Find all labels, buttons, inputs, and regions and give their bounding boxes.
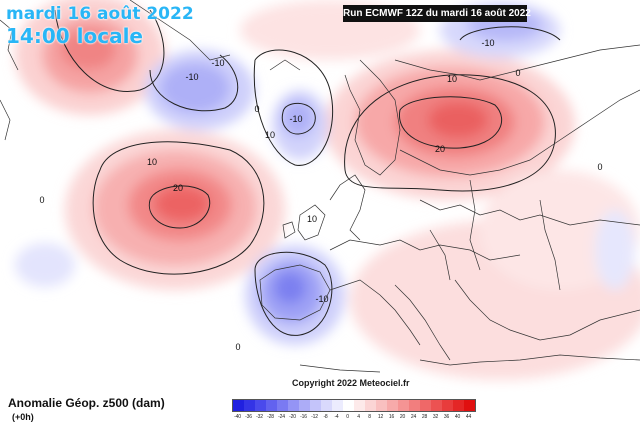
legend-swatch bbox=[409, 400, 420, 411]
legend-value-label: -4 bbox=[334, 414, 339, 420]
contour-label: -10 bbox=[185, 72, 198, 82]
legend-value-label: 28 bbox=[421, 414, 428, 420]
contour-label: -10 bbox=[481, 38, 494, 48]
legend-value-label: 16 bbox=[388, 414, 395, 420]
contour-label: 20 bbox=[435, 144, 445, 154]
anomaly-map: -10 -10 -10 -10 -10 10 10 10 10 20 20 0 … bbox=[0, 0, 640, 380]
legend-swatch bbox=[431, 400, 442, 411]
legend-swatch bbox=[398, 400, 409, 411]
legend-value-label: 24 bbox=[410, 414, 417, 420]
legend-value-label: 8 bbox=[368, 414, 371, 420]
legend-value-label: -12 bbox=[311, 414, 318, 420]
legend-value-label: 4 bbox=[357, 414, 360, 420]
legend-swatch bbox=[310, 400, 321, 411]
legend-value-label: -24 bbox=[278, 414, 285, 420]
legend-swatch bbox=[464, 400, 475, 411]
legend-swatch bbox=[365, 400, 376, 411]
legend-swatch bbox=[343, 400, 354, 411]
legend-value-label: -32 bbox=[256, 414, 263, 420]
legend-swatch bbox=[453, 400, 464, 411]
coastlines bbox=[0, 0, 640, 373]
legend-area: Anomalie Géop. z500 (dam) (+0h) -40 -36 -3… bbox=[0, 392, 640, 427]
contour-label: -10 bbox=[315, 294, 328, 304]
legend-color-bar bbox=[232, 399, 476, 412]
legend-value-label: -16 bbox=[300, 414, 307, 420]
anomaly-shading bbox=[15, 0, 640, 380]
legend-value-label: 40 bbox=[454, 414, 461, 420]
contour-label: 0 bbox=[235, 342, 240, 352]
legend-swatch bbox=[233, 400, 244, 411]
contour-label: 10 bbox=[265, 130, 275, 140]
contour-lines bbox=[54, 9, 561, 336]
legend-swatch bbox=[255, 400, 266, 411]
contour-label: 10 bbox=[147, 157, 157, 167]
legend-swatch bbox=[442, 400, 453, 411]
legend-title: Anomalie Géop. z500 (dam) bbox=[8, 396, 165, 410]
legend-swatch bbox=[288, 400, 299, 411]
legend-swatch bbox=[266, 400, 277, 411]
legend-value-label: -40 bbox=[234, 414, 241, 420]
legend-value-label: 12 bbox=[377, 414, 384, 420]
legend-value-label: 0 bbox=[346, 414, 349, 420]
legend-value-label: -8 bbox=[323, 414, 328, 420]
contour-label: 0 bbox=[39, 195, 44, 205]
legend-swatch bbox=[376, 400, 387, 411]
legend-swatch bbox=[354, 400, 365, 411]
legend-value-label: -28 bbox=[267, 414, 274, 420]
contour-label: -10 bbox=[211, 58, 224, 68]
map-panel: -10 -10 -10 -10 -10 10 10 10 10 20 20 0 … bbox=[0, 0, 640, 388]
contour-label: 0 bbox=[254, 104, 259, 114]
legend-swatch bbox=[299, 400, 310, 411]
legend-swatch bbox=[387, 400, 398, 411]
map-date: mardi 16 août 2022 bbox=[6, 4, 194, 24]
legend-swatch bbox=[244, 400, 255, 411]
legend-lead-time: (+0h) bbox=[12, 412, 34, 422]
legend-swatch bbox=[332, 400, 343, 411]
contour-label: 0 bbox=[597, 162, 602, 172]
contour-label: 0 bbox=[515, 68, 520, 78]
legend-value-label: 44 bbox=[465, 414, 472, 420]
legend-swatch bbox=[321, 400, 332, 411]
contour-label: 10 bbox=[447, 74, 457, 84]
contour-label: 20 bbox=[173, 183, 183, 193]
legend-swatch bbox=[420, 400, 431, 411]
legend-value-label: 32 bbox=[432, 414, 439, 420]
map-time: 14:00 locale bbox=[6, 24, 143, 48]
legend-swatch bbox=[277, 400, 288, 411]
contour-labels: -10 -10 -10 -10 -10 10 10 10 10 20 20 0 … bbox=[39, 38, 602, 352]
legend-value-labels: -40 -36 -32 -28 -24 -20 -16 -12 -8 -4 0 4 8 12 16 20 24 2… bbox=[232, 414, 474, 420]
contour-label: -10 bbox=[289, 114, 302, 124]
legend-value-label: 36 bbox=[443, 414, 450, 420]
copyright-text: Copyright 2022 Meteociel.fr bbox=[292, 378, 410, 388]
run-info-box: Run ECMWF 12Z du mardi 16 août 2022 bbox=[343, 5, 531, 22]
contour-label: 10 bbox=[307, 214, 317, 224]
legend-value-label: -36 bbox=[245, 414, 252, 420]
legend-value-label: 20 bbox=[399, 414, 406, 420]
legend-value-label: -20 bbox=[289, 414, 296, 420]
